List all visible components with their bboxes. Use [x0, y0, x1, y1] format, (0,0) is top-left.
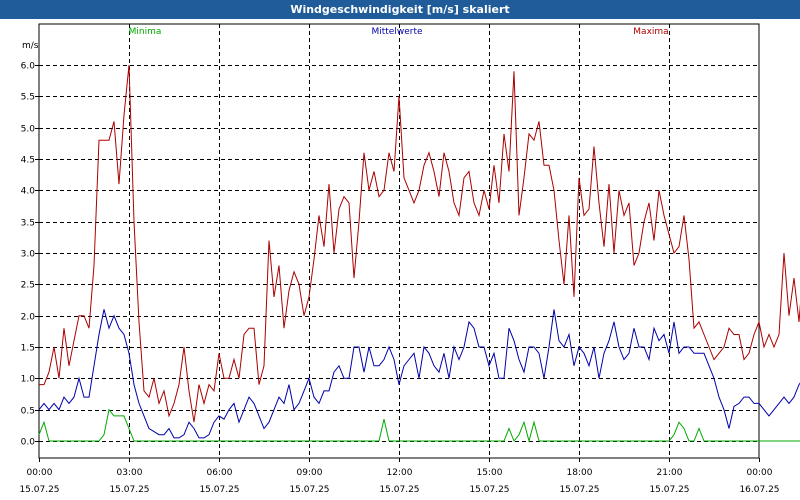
- x-tick-date: 15.07.25: [199, 485, 239, 495]
- x-tick-date: 15.07.25: [19, 485, 59, 495]
- window-title: Windgeschwindigkeit [m/s] skaliert: [0, 0, 800, 19]
- x-tick-time: 06:00: [207, 468, 233, 478]
- y-axis-unit: m/s: [22, 41, 39, 51]
- x-tick-time: 00:00: [27, 468, 53, 478]
- series-line-mittelwerte: [38, 309, 800, 439]
- y-tick-label: 0.5: [21, 407, 35, 417]
- y-tick-label: 3.5: [21, 219, 35, 229]
- legend-minima: Minima: [129, 27, 162, 37]
- x-tick-time: 12:00: [387, 468, 413, 478]
- x-tick-time: 00:00: [747, 468, 773, 478]
- legend-maxima: Maxima: [633, 27, 668, 37]
- x-tick-date: 15.07.25: [109, 485, 149, 495]
- x-tick-time: 03:00: [117, 468, 143, 478]
- x-tick-time: 15:00: [477, 468, 503, 478]
- x-tick-date: 15.07.25: [289, 485, 329, 495]
- x-tick-date: 16.07.25: [739, 485, 779, 495]
- series-line-maxima: [39, 64, 800, 423]
- series-line-minima: [38, 408, 800, 443]
- x-tick-time: 21:00: [657, 468, 683, 478]
- x-tick-time: 09:00: [297, 468, 323, 478]
- x-tick-time: 18:00: [567, 468, 593, 478]
- x-tick-date: 15.07.25: [469, 485, 509, 495]
- y-tick-label: 3.0: [21, 250, 36, 260]
- y-tick-label: 4.5: [21, 156, 35, 166]
- y-tick-label: 1.5: [21, 344, 35, 354]
- y-tick-label: 2.0: [21, 313, 36, 323]
- x-tick-date: 15.07.25: [649, 485, 689, 495]
- y-tick-label: 1.0: [21, 375, 36, 385]
- y-tick-label: 5.0: [21, 125, 36, 135]
- y-tick-label: 2.5: [21, 281, 35, 291]
- x-tick-date: 15.07.25: [379, 485, 419, 495]
- y-tick-label: 0.0: [21, 438, 36, 448]
- legend-mittelwerte: Mittelwerte: [371, 27, 422, 37]
- y-tick-label: 5.5: [21, 93, 35, 103]
- y-tick-label: 4.0: [21, 187, 36, 197]
- y-tick-label: 6.0: [21, 62, 36, 72]
- x-tick-date: 15.07.25: [559, 485, 599, 495]
